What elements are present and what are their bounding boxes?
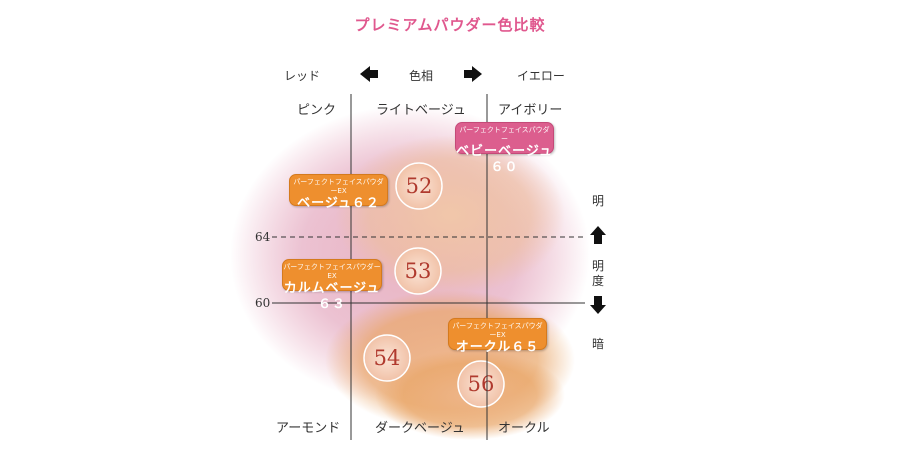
- column-top-pink: ピンク: [297, 103, 337, 118]
- product-tag-sub: パーフェクトフェイスパウダーEX: [293, 178, 384, 195]
- column-bottom-dark-beige: ダークベージュ: [375, 421, 465, 436]
- diagram-title: プレミアムパウダー色比較: [354, 16, 546, 34]
- brightness-bright-label: 明: [592, 194, 605, 208]
- shade-circle-53: [394, 247, 442, 295]
- arrow-left-icon: [360, 66, 378, 82]
- hue-axis-label: 色相: [409, 69, 434, 83]
- column-top-light-beige: ライトベージュ: [376, 103, 466, 118]
- product-tag-sub: パーフェクトフェイスパウダーEX: [283, 263, 381, 280]
- product-tag-sub: パーフェクトフェイスパウダーEX: [452, 322, 543, 339]
- threshold-label-60: 60: [255, 296, 271, 310]
- column-bottom-ochre: オークル: [498, 421, 550, 436]
- arrow-down-icon: [590, 296, 606, 314]
- brightness-axis-label-2: 度: [592, 274, 605, 288]
- product-tag-calm-beige-63: パーフェクトフェイスパウダーEX カルムベージュ６３: [282, 259, 382, 312]
- product-tag-baby-beige-60: パーフェクトフェイスパウダー ベビーベージュ６０: [455, 122, 554, 175]
- column-bottom-almond: アーモンド: [276, 421, 341, 436]
- shade-number-52: 52: [406, 174, 433, 198]
- shade-circle-54: [363, 334, 411, 382]
- shade-number-53: 53: [405, 259, 432, 283]
- shade-circle-56: [457, 360, 505, 408]
- brightness-axis-label-1: 明: [592, 259, 605, 273]
- shade-number-54: 54: [374, 346, 401, 370]
- shade-number-56: 56: [468, 372, 495, 396]
- product-tag-name: ベージュ６２: [297, 196, 380, 211]
- product-tag-sub: パーフェクトフェイスパウダー: [459, 126, 550, 143]
- threshold-label-64: 64: [255, 230, 271, 244]
- shade-circle-52: [395, 162, 443, 210]
- product-tag-name: カルムベージュ６３: [283, 281, 381, 312]
- product-tag-ochre-65: パーフェクトフェイスパウダーEX オークル６５: [448, 318, 547, 355]
- hue-right-label: イエロー: [517, 69, 565, 83]
- column-top-ivory: アイボリー: [498, 103, 563, 118]
- arrow-right-icon: [464, 66, 482, 82]
- arrow-up-icon: [590, 226, 606, 244]
- glow-beige: [335, 135, 565, 295]
- brightness-dark-label: 暗: [592, 337, 605, 351]
- product-tag-name: ベビーベージュ６０: [456, 144, 553, 175]
- product-tag-beige-62: パーフェクトフェイスパウダーEX ベージュ６２: [289, 174, 388, 211]
- hue-left-label: レッド: [284, 69, 321, 83]
- product-tag-name: オークル６５: [455, 340, 540, 355]
